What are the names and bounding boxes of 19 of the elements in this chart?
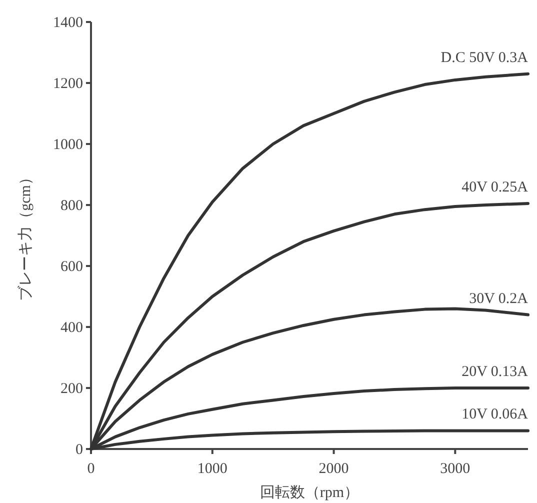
y-tick-label: 200 bbox=[60, 381, 83, 397]
x-tick-label: 3000 bbox=[440, 461, 470, 477]
y-tick-label: 1200 bbox=[53, 76, 83, 92]
x-tick-label: 1000 bbox=[197, 461, 228, 477]
y-tick-label: 600 bbox=[60, 259, 83, 275]
series-label: D.C 50V 0.3A bbox=[440, 50, 528, 66]
series-label: 10V 0.06A bbox=[462, 406, 528, 423]
x-tick-label: 0 bbox=[87, 461, 95, 477]
y-tick-label: 0 bbox=[76, 442, 83, 458]
y-axis-title: ブレーキ力（gcm） bbox=[17, 170, 34, 301]
series-label: 30V 0.2A bbox=[469, 290, 528, 307]
x-axis-title: 回転数（rpm） bbox=[260, 485, 360, 501]
series-label: 40V 0.25A bbox=[462, 179, 528, 196]
y-tick-label: 1400 bbox=[53, 15, 83, 31]
x-tick-label: 2000 bbox=[318, 461, 349, 477]
y-tick-label: 800 bbox=[60, 198, 83, 214]
y-tick-label: 1000 bbox=[53, 137, 83, 153]
y-tick-label: 400 bbox=[60, 320, 83, 336]
series-label: 20V 0.13A bbox=[462, 364, 528, 380]
